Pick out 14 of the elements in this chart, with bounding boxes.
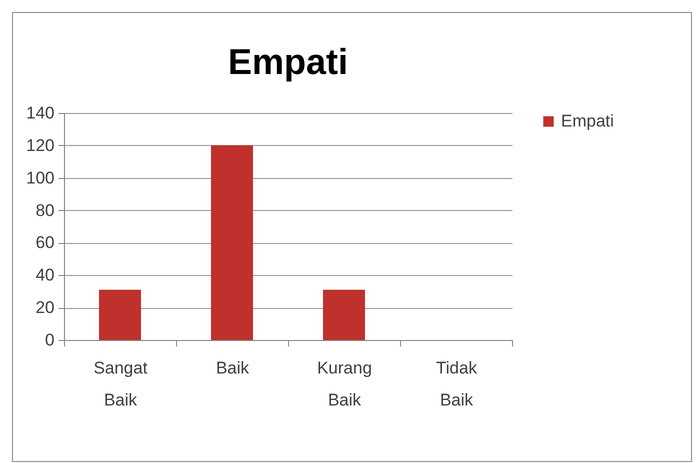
y-tick-label: 140 bbox=[26, 104, 54, 122]
x-tick-label: Kurang Baik bbox=[317, 358, 372, 410]
x-tick-label: Tidak Baik bbox=[436, 358, 478, 410]
legend-label: Empati bbox=[561, 112, 614, 130]
x-tick-label: Baik bbox=[216, 358, 250, 378]
y-tick-label: 20 bbox=[36, 298, 54, 318]
y-tick-label: 120 bbox=[26, 136, 54, 155]
y-tick-label: 60 bbox=[36, 233, 54, 252]
y-tick-label: 40 bbox=[36, 266, 54, 285]
y-tick-label: 80 bbox=[36, 200, 54, 220]
chart-title: Empati bbox=[228, 41, 348, 82]
y-tick-label: 0 bbox=[45, 330, 54, 350]
y-tick-label: 100 bbox=[26, 168, 54, 188]
x-tick-label: Sangat Baik bbox=[94, 358, 148, 410]
